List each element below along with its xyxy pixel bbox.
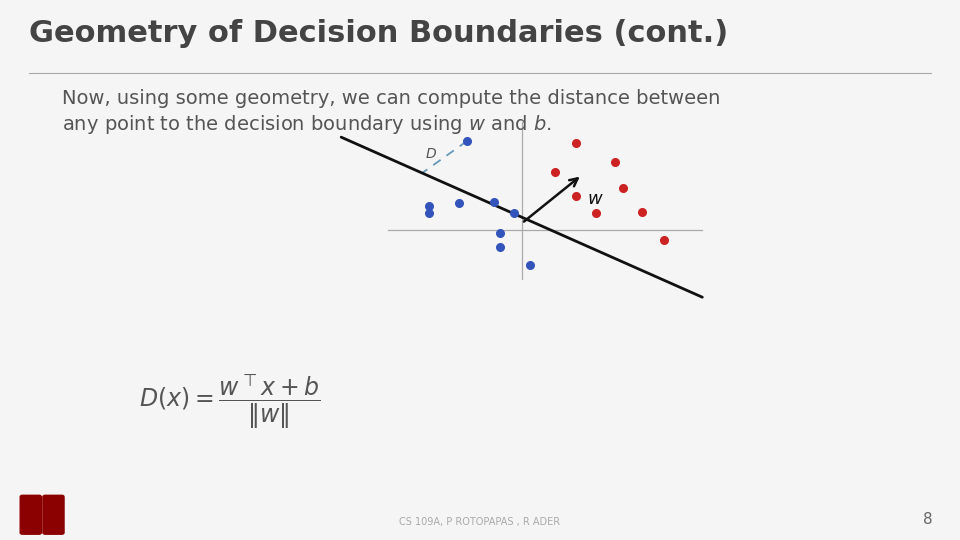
FancyBboxPatch shape: [20, 495, 41, 534]
Text: $\mathit{D}$: $\mathit{D}$: [425, 147, 438, 161]
Text: any point to the decision boundary using $w$ and $b$.: any point to the decision boundary using…: [62, 113, 552, 137]
Text: $D(x) = \dfrac{w^\top x + b}{\|w\|}$: $D(x) = \dfrac{w^\top x + b}{\|w\|}$: [139, 373, 321, 431]
Text: 8: 8: [924, 511, 933, 526]
Text: Geometry of Decision Boundaries (cont.): Geometry of Decision Boundaries (cont.): [29, 19, 728, 48]
FancyBboxPatch shape: [43, 495, 64, 534]
Text: CS 109A, P ROTOPAPAS , R ADER: CS 109A, P ROTOPAPAS , R ADER: [399, 516, 561, 526]
Text: Now, using some geometry, we can compute the distance between: Now, using some geometry, we can compute…: [62, 89, 721, 108]
Text: $\mathit{w}$: $\mathit{w}$: [588, 190, 604, 208]
